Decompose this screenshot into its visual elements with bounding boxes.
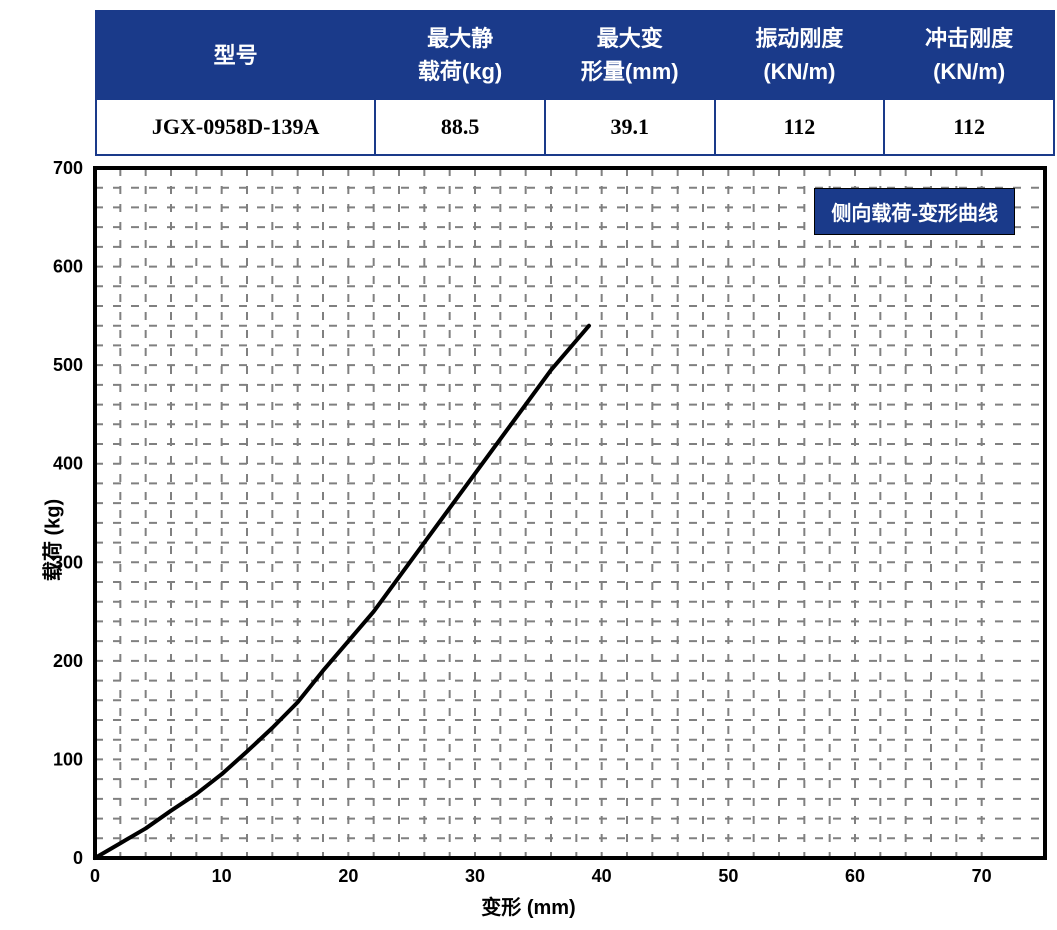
spec-table-data-row: JGX-0958D-139A 88.5 39.1 112 112 bbox=[96, 99, 1054, 155]
col-max-load-l2: 载荷(kg) bbox=[418, 59, 502, 84]
col-vib-stiff: 振动刚度 (KN/m) bbox=[715, 11, 885, 99]
col-max-load-l1: 最大静 bbox=[427, 26, 493, 51]
col-vib-stiff-l2: (KN/m) bbox=[763, 59, 835, 84]
y-axis-label: 载荷 (kg) bbox=[37, 499, 66, 581]
col-imp-stiff-l2: (KN/m) bbox=[933, 59, 1005, 84]
svg-text:500: 500 bbox=[53, 355, 83, 375]
svg-text:700: 700 bbox=[53, 160, 83, 178]
svg-text:0: 0 bbox=[73, 848, 83, 868]
col-max-deform-l1: 最大变 bbox=[597, 26, 663, 51]
chart-legend: 侧向载荷-变形曲线 bbox=[814, 188, 1015, 235]
col-imp-stiff-l1: 冲击刚度 bbox=[925, 26, 1013, 51]
col-max-deform-l2: 形量(mm) bbox=[581, 59, 679, 84]
col-imp-stiff: 冲击刚度 (KN/m) bbox=[884, 11, 1054, 99]
svg-text:600: 600 bbox=[53, 257, 83, 277]
col-model: 型号 bbox=[96, 11, 375, 99]
chart-svg: 0102030405060700100200300400500600700 bbox=[10, 160, 1047, 920]
svg-text:70: 70 bbox=[972, 866, 992, 886]
svg-text:50: 50 bbox=[718, 866, 738, 886]
cell-imp-stiff: 112 bbox=[884, 99, 1054, 155]
x-axis-label: 变形 (mm) bbox=[481, 891, 575, 920]
spec-table: 型号 最大静 载荷(kg) 最大变 形量(mm) 振动刚度 (KN/m) 冲击刚… bbox=[95, 10, 1055, 156]
svg-text:0: 0 bbox=[90, 866, 100, 886]
svg-text:60: 60 bbox=[845, 866, 865, 886]
col-max-load: 最大静 载荷(kg) bbox=[375, 11, 545, 99]
cell-max-deform: 39.1 bbox=[545, 99, 715, 155]
svg-text:200: 200 bbox=[53, 651, 83, 671]
spec-table-header-row: 型号 最大静 载荷(kg) 最大变 形量(mm) 振动刚度 (KN/m) 冲击刚… bbox=[96, 11, 1054, 99]
cell-vib-stiff: 112 bbox=[715, 99, 885, 155]
svg-text:400: 400 bbox=[53, 454, 83, 474]
svg-text:30: 30 bbox=[465, 866, 485, 886]
col-model-label: 型号 bbox=[214, 43, 258, 68]
svg-text:100: 100 bbox=[53, 749, 83, 769]
chart-container: 0102030405060700100200300400500600700 载荷… bbox=[10, 160, 1047, 920]
svg-text:40: 40 bbox=[592, 866, 612, 886]
cell-model: JGX-0958D-139A bbox=[96, 99, 375, 155]
svg-text:10: 10 bbox=[212, 866, 232, 886]
col-max-deform: 最大变 形量(mm) bbox=[545, 11, 715, 99]
cell-max-load: 88.5 bbox=[375, 99, 545, 155]
col-vib-stiff-l1: 振动刚度 bbox=[755, 26, 843, 51]
svg-text:20: 20 bbox=[338, 866, 358, 886]
chart-legend-text: 侧向载荷-变形曲线 bbox=[831, 203, 998, 225]
